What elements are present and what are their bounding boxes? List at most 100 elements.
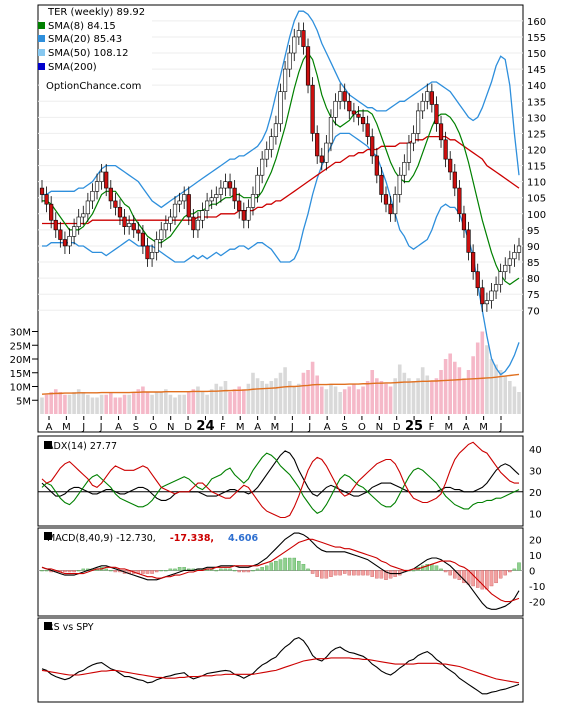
- candle-body: [260, 158, 265, 176]
- macd-histogram-bar: [485, 570, 489, 590]
- volume-bar: [159, 392, 164, 414]
- candle-body: [250, 194, 256, 208]
- volume-bar: [292, 386, 297, 414]
- macd-histogram-bar: [159, 570, 163, 572]
- price-tick-label: 150: [527, 49, 546, 60]
- candle-body: [365, 123, 370, 137]
- candle-body: [81, 213, 86, 218]
- volume-tick-label: 25M: [10, 341, 31, 352]
- candle-body: [182, 194, 187, 202]
- candle-body: [498, 271, 503, 285]
- candle-body: [489, 290, 494, 301]
- macd-histogram-bar: [214, 570, 219, 572]
- macd-histogram-bar: [480, 570, 485, 590]
- macd-histogram-bar: [251, 570, 255, 572]
- candle-body: [324, 142, 329, 163]
- volume-bar: [90, 397, 95, 414]
- price-tick-label: 75: [527, 290, 540, 301]
- volume-bar: [420, 367, 425, 414]
- candle-body: [466, 229, 471, 253]
- price-tick-label: 145: [527, 65, 546, 76]
- volume-bar: [306, 370, 310, 414]
- macd-histogram-bar: [287, 557, 292, 571]
- macd-histogram-bar: [264, 565, 269, 571]
- x-tick-label: M: [62, 422, 71, 433]
- candle-body: [503, 264, 508, 272]
- volume-bar: [384, 383, 388, 414]
- volume-bar: [425, 375, 430, 414]
- volume-bar: [480, 331, 485, 414]
- adx-label: ADX(14) 27.77: [47, 441, 117, 452]
- volume-bar: [214, 383, 219, 414]
- candle-body: [117, 207, 123, 218]
- candle-body: [246, 207, 251, 221]
- candle-body: [411, 133, 416, 144]
- x-tick-label: D: [184, 422, 192, 433]
- macd-histogram-bar: [223, 568, 228, 571]
- x-tick-label: J: [307, 422, 311, 433]
- volume-bar: [338, 392, 342, 414]
- candle-body: [241, 210, 246, 221]
- candle-body: [310, 84, 315, 134]
- candle-body: [315, 133, 320, 157]
- volume-bar: [365, 381, 370, 414]
- macd-histogram-bar: [232, 570, 237, 572]
- candle-body: [108, 187, 113, 202]
- volume-bar: [246, 383, 251, 414]
- candle-body: [39, 187, 45, 195]
- macd-histogram-bar: [154, 570, 159, 573]
- macd-histogram-bar: [375, 570, 379, 579]
- macd-histogram-bar: [228, 568, 232, 571]
- volume-bar: [72, 392, 76, 414]
- volume-bar: [370, 370, 375, 414]
- volume-bar: [150, 394, 154, 414]
- macd-histogram-bar: [471, 570, 475, 587]
- legend-sma8: SMA(8) 84.15: [48, 21, 116, 32]
- macd-histogram-bar: [306, 568, 310, 571]
- macd-tick-label: 20: [529, 535, 542, 546]
- macd-histogram-bar: [425, 564, 430, 571]
- macd-histogram-bar: [352, 570, 356, 576]
- volume-bar: [494, 364, 498, 414]
- macd-histogram-bar: [489, 570, 494, 587]
- price-tick-label: 160: [527, 17, 546, 28]
- x-tick-label: M: [479, 422, 488, 433]
- x-tick-label: A: [115, 422, 122, 433]
- candle-body: [402, 162, 407, 176]
- candle-body: [379, 174, 384, 195]
- candle-body: [347, 100, 352, 112]
- sma8-line: [42, 51, 520, 286]
- volume-bar: [251, 372, 255, 414]
- volume-bar: [196, 386, 200, 414]
- volume-bar: [489, 359, 494, 414]
- price-tick-label: 80: [527, 274, 540, 285]
- volume-bar: [95, 397, 99, 414]
- candle-body: [383, 194, 389, 205]
- x-tick-label: F: [429, 422, 435, 433]
- macd-histogram-bar: [361, 570, 365, 576]
- volume-bar: [53, 389, 58, 414]
- candle-body: [200, 210, 205, 221]
- candle-body: [319, 155, 324, 163]
- x-tick-label: A: [254, 422, 261, 433]
- macd-histogram-bar: [439, 568, 443, 571]
- macd-histogram-bar: [342, 570, 347, 574]
- candle-body: [273, 123, 279, 137]
- bollinger-upper-line: [42, 10, 520, 209]
- candle-body: [168, 216, 173, 224]
- volume-bar: [324, 389, 329, 414]
- price-tick-label: 90: [527, 242, 540, 253]
- candle-body: [44, 194, 49, 205]
- candle-body: [484, 300, 489, 305]
- macd-histogram-bar: [379, 570, 384, 579]
- legend-sma20: SMA(20) 85.43: [48, 34, 122, 45]
- candle-body: [195, 219, 201, 231]
- macd-histogram-bar: [260, 567, 264, 571]
- candle-body: [397, 174, 402, 195]
- legend-sma50: SMA(50) 108.12: [48, 48, 129, 59]
- volume-bar: [209, 389, 214, 414]
- candle-body: [292, 36, 297, 54]
- candle-body: [127, 223, 132, 227]
- price-tick-label: 105: [527, 194, 546, 205]
- indicator-series: [38, 441, 523, 695]
